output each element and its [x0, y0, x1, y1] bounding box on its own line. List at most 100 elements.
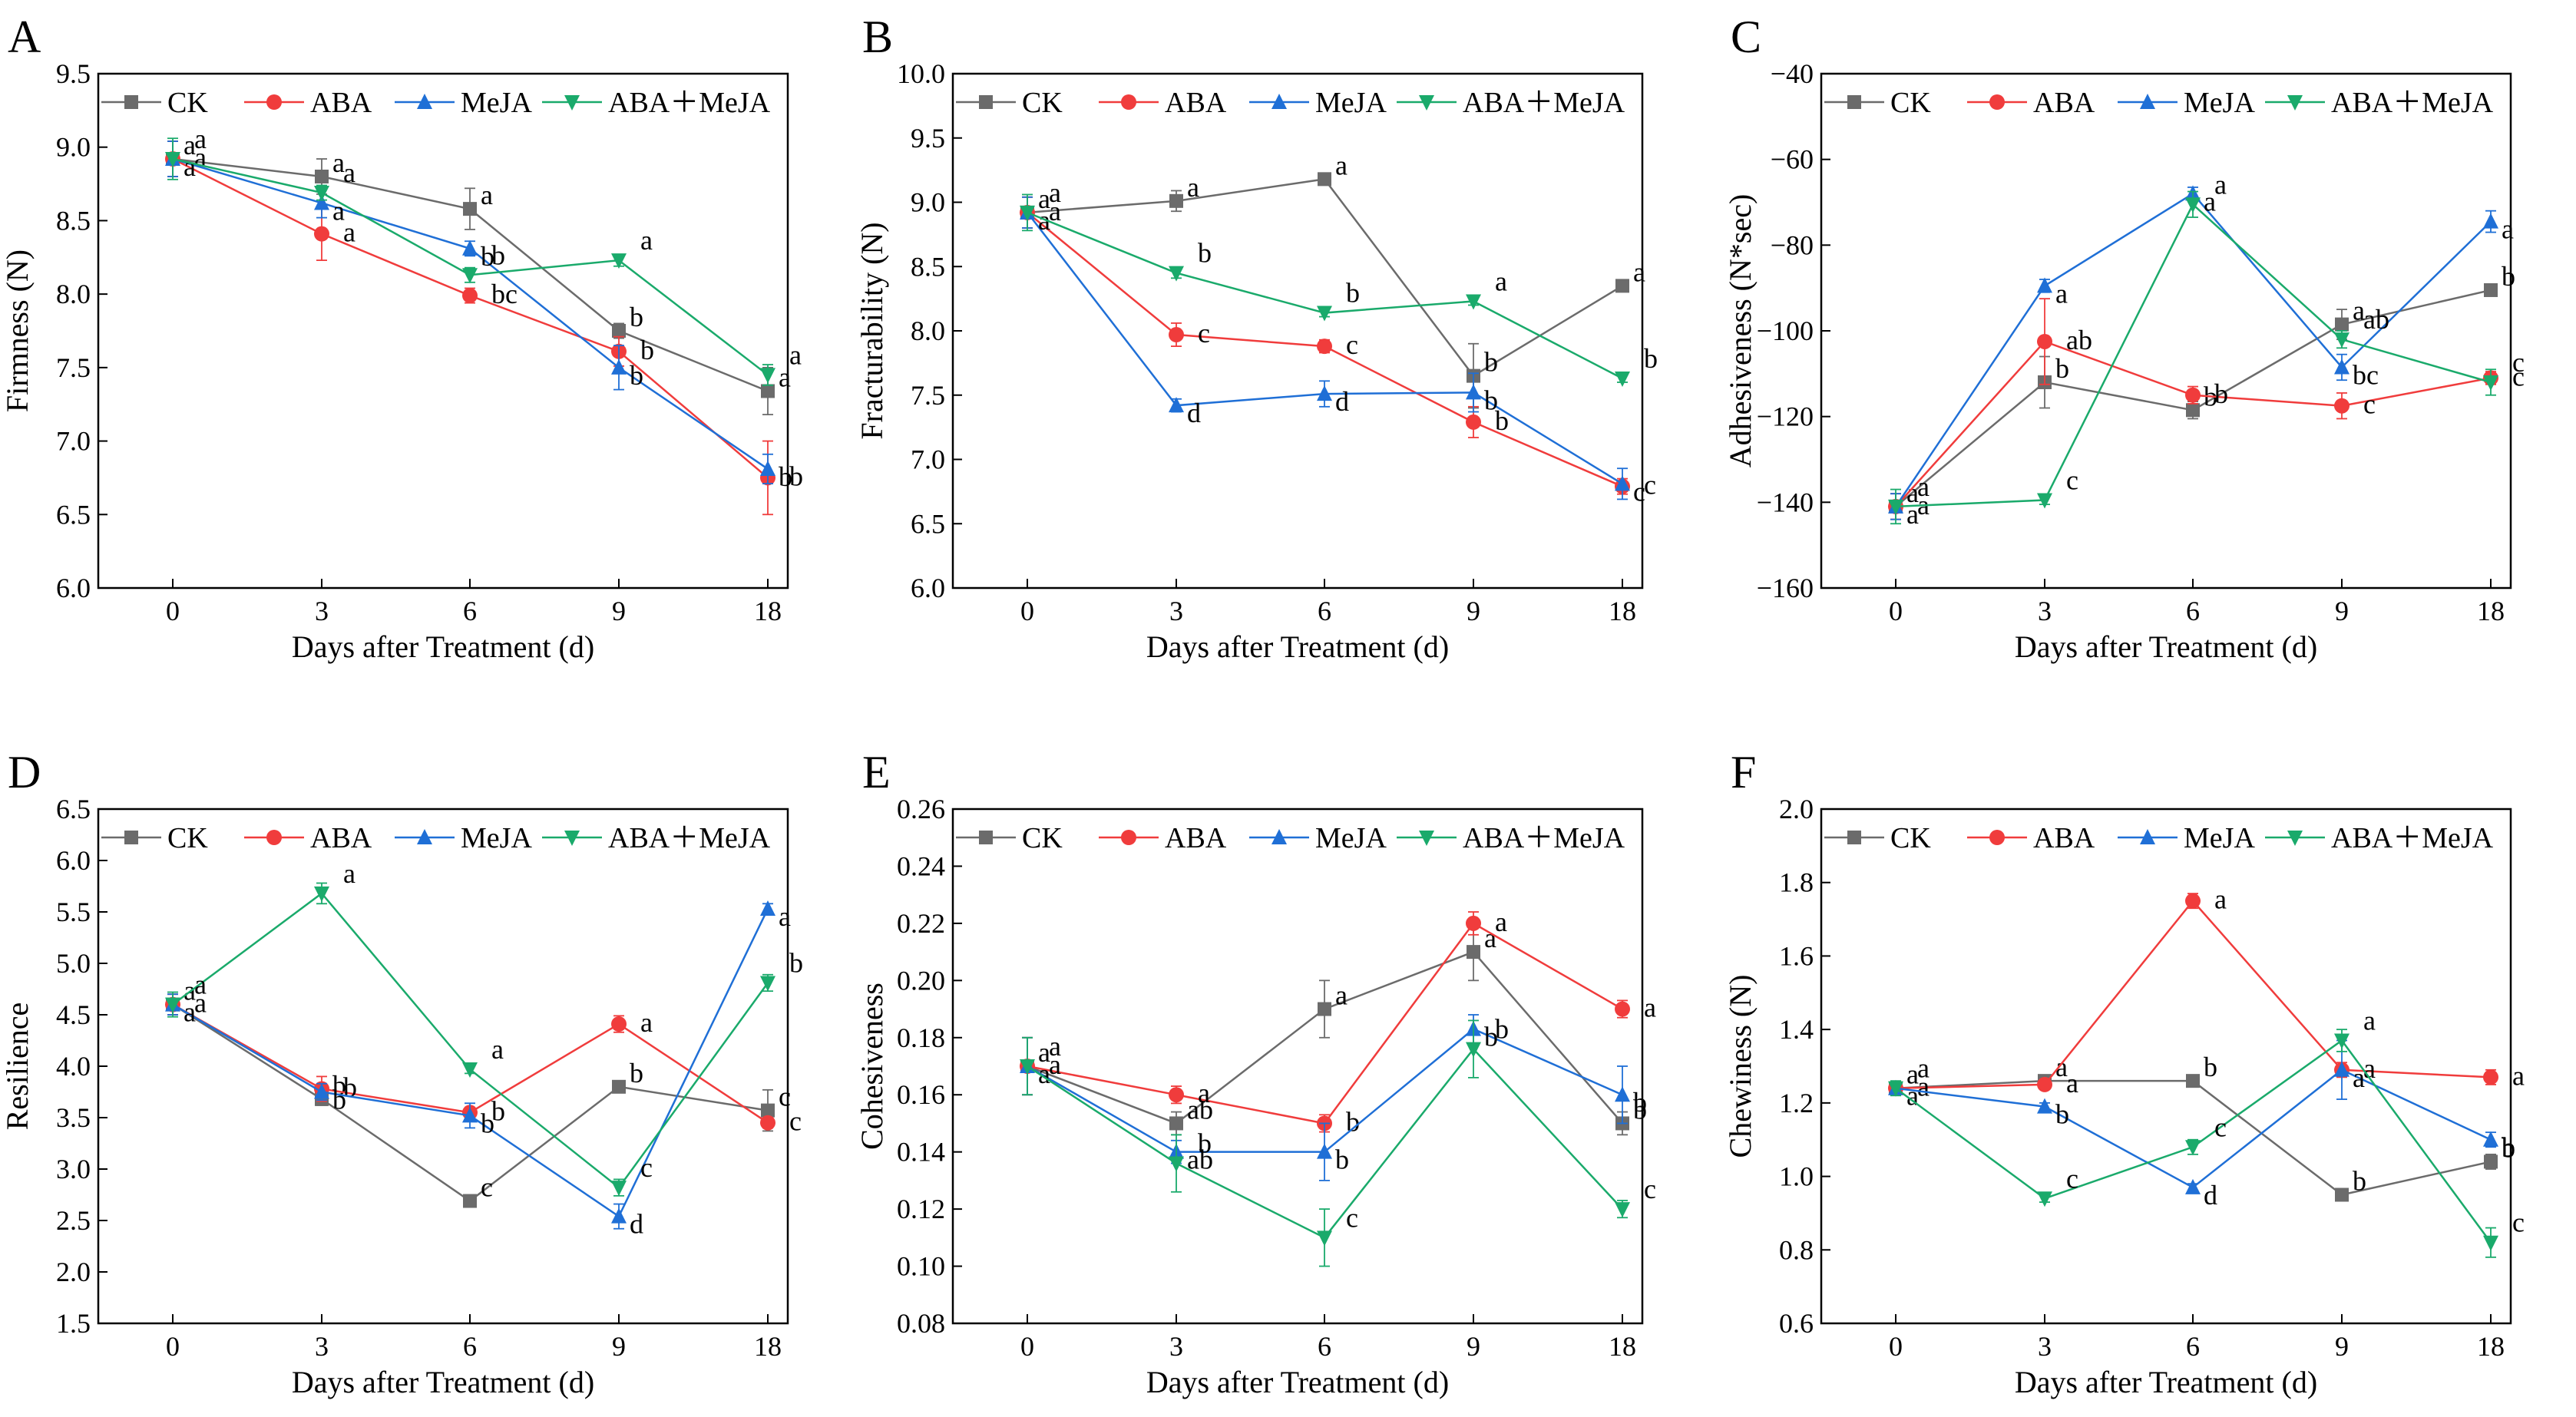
data-point-meja [314, 1083, 329, 1099]
legend-label-ck: CK [1890, 87, 1931, 119]
legend-label-abameja: ABA＋MeJA [608, 87, 771, 119]
significance-label: c [1198, 318, 1210, 348]
y-tick-label: 0.18 [897, 1022, 945, 1053]
legend-marker-abameja [564, 831, 580, 846]
significance-label: a [1049, 177, 1061, 208]
significance-label: a [1906, 499, 1919, 530]
y-tick-label: 5.5 [56, 897, 91, 927]
significance-label: ab [2363, 304, 2389, 335]
x-axis-title: Days after Treatment (d) [2015, 1365, 2317, 1399]
x-tick-label: 0 [1889, 1331, 1903, 1362]
panel-b: B 6.0 6.5 7.0 7.5 8.0 8.5 9.0 9.5 10.0 0 3 6 9 18 Days … [855, 12, 1658, 664]
panel-letter: F [1731, 747, 1756, 798]
x-axis-title: Days after Treatment (d) [1146, 1365, 1449, 1399]
significance-label: b [2353, 1166, 2366, 1197]
y-axis-title: Chewiness (N) [1723, 975, 1758, 1158]
significance-label: b [630, 360, 643, 391]
x-tick-label: 6 [463, 596, 477, 626]
y-tick-label: 7.5 [911, 380, 945, 411]
y-tick-label: 1.5 [56, 1308, 91, 1339]
significance-label: c [1644, 1174, 1656, 1204]
y-tick-label: 6.5 [911, 508, 945, 539]
data-point-abameja [2483, 375, 2498, 391]
data-point-meja [1466, 384, 1481, 400]
y-tick-label: 5.0 [56, 948, 91, 979]
y-tick-label: 8.5 [56, 205, 91, 236]
legend: CK ABA MeJA ABA＋MeJA [1824, 822, 2494, 854]
data-point-aba [2037, 1076, 2052, 1092]
data-point-meja [1169, 397, 1184, 413]
y-tick-label: 2.0 [56, 1257, 91, 1287]
legend: CK ABA MeJA ABA＋MeJA [956, 822, 1625, 854]
y-tick-label: 8.5 [911, 251, 945, 282]
x-tick-label: 9 [612, 596, 626, 626]
legend-label-abameja: ABA＋MeJA [2331, 822, 2494, 854]
legend-marker-meja [417, 829, 432, 844]
significance-label: a [2363, 1006, 2376, 1036]
data-point-meja [611, 1207, 627, 1224]
significance-label: c [1633, 476, 1645, 507]
significance-label: b [630, 302, 643, 332]
significance-label: a [1187, 172, 1199, 203]
panel-f: F 0.6 0.8 1.0 1.2 1.4 1.6 1.8 2.0 0 3 6 9 18 Days afte… [1723, 747, 2525, 1399]
significance-label: a [491, 1034, 504, 1065]
x-tick-label: 9 [2335, 596, 2349, 626]
data-point-abameja [611, 253, 627, 269]
significance-label: a [1917, 471, 1930, 502]
legend-label-aba: ABA [310, 87, 372, 119]
y-axis-title: Resilience [0, 1002, 35, 1131]
legend-marker-abameja [1419, 95, 1434, 111]
x-tick-label: 18 [1609, 596, 1636, 626]
significance-label: c [1346, 1202, 1358, 1233]
significance-label: d [2204, 1180, 2217, 1211]
data-point-aba [2037, 333, 2052, 349]
significance-label: c [779, 1082, 791, 1112]
data-point-abameja [2185, 1140, 2201, 1156]
y-tick-label: 2.5 [56, 1205, 91, 1236]
significance-label: a [1633, 256, 1645, 287]
significance-label: a [1049, 1049, 1061, 1080]
y-tick-label: 1.8 [1779, 867, 1814, 898]
series-abameja: aab aa [165, 124, 802, 386]
significance-label: a [779, 901, 791, 932]
significance-label: b [2055, 1099, 2069, 1130]
data-point-meja [1317, 1143, 1332, 1159]
y-tick-label: 0.14 [897, 1137, 945, 1168]
data-point-meja [1317, 385, 1332, 401]
significance-label: b [1198, 238, 1212, 269]
x-axis-title: Days after Treatment (d) [1146, 629, 1449, 664]
legend-label-aba: ABA [2033, 822, 2095, 854]
x-tick-label: 6 [2186, 596, 2200, 626]
significance-label: a [1906, 1081, 1919, 1111]
significance-label: a [2066, 1068, 2078, 1098]
x-tick-label: 6 [1318, 596, 1331, 626]
significance-label: a [1038, 1037, 1050, 1068]
data-point-aba [611, 1016, 627, 1032]
data-point-ck [2484, 1154, 2498, 1169]
x-tick-label: 18 [2477, 1331, 2505, 1362]
significance-label: a [343, 157, 355, 188]
x-axis-title: Days after Treatment (d) [292, 629, 594, 664]
significance-label: c [2214, 1111, 2227, 1142]
significance-label: a [194, 969, 207, 1000]
data-point-meja [1615, 1086, 1630, 1102]
significance-label: b [2214, 378, 2228, 409]
data-point-aba [1169, 1087, 1184, 1103]
significance-label: b [1346, 1106, 1360, 1137]
data-point-ck [463, 202, 477, 216]
significance-label: b [2502, 261, 2515, 292]
data-point-abameja [1888, 1081, 1903, 1097]
significance-label: a [2502, 214, 2514, 245]
data-point-abameja [462, 268, 478, 284]
data-point-abameja [1169, 1156, 1184, 1172]
significance-label: b [2502, 1132, 2515, 1163]
data-point-abameja [611, 1181, 627, 1197]
significance-label: c [1346, 329, 1358, 360]
data-point-meja [2334, 1061, 2349, 1077]
legend-marker-ck [1847, 831, 1861, 844]
significance-label: b [481, 241, 494, 272]
